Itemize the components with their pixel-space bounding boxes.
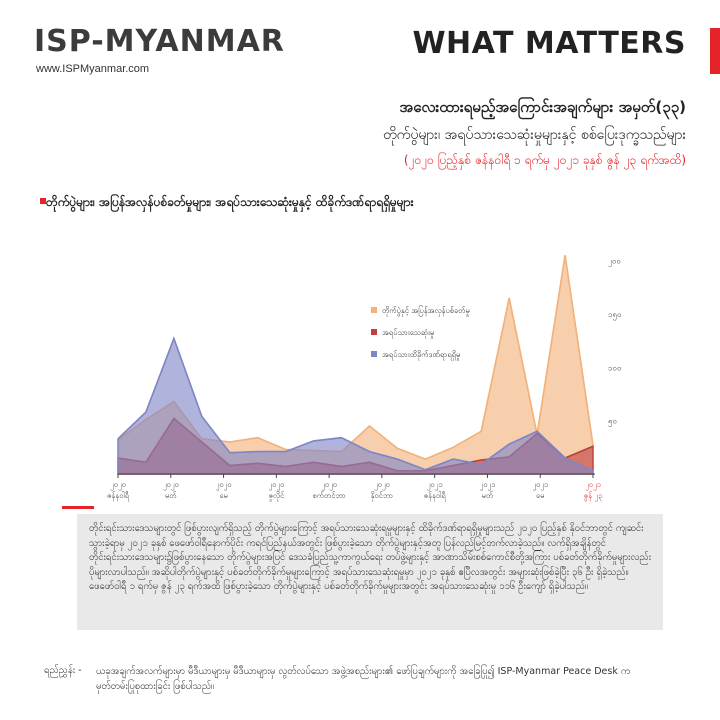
chart-legend: တိုက်ပွဲနှင့် အပြန်အလှန်ပစ်ခတ်မှုအရပ်သား… [371,306,470,360]
x-tick-year: ၂၀၂၀ [374,480,390,490]
x-tick-month: ဇန်နဝါရီ [424,491,447,501]
x-tick-month: နိုဝင်ဘာ [370,491,394,501]
x-tick-year: ၂၀၂၀ [268,480,284,490]
source-text: ယခုအချက်အလက်များမှာ မီဒီယာများမှ မီဒီယာမ… [96,666,631,692]
x-tick-year: ၂၀၂၀ [321,480,337,490]
header-accent-bar [710,28,720,74]
series-line-2 [117,336,594,472]
brand-logo: ISP-MYANMAR [34,24,285,59]
y-tick-label: ၂၀၀ [608,257,621,268]
legend-label: အရပ်သားထိခိုက်ဒဏ်ရာရရှိမှု [382,350,460,360]
x-tick-year: ၂၀၂၁ [532,480,548,490]
y-tick-label: ၅၀ [608,417,617,428]
tagline: WHAT MATTERS [412,26,686,61]
legend-swatch [371,329,377,335]
x-tick-labels: ၂၀၂၀ဇန်နဝါရီ၂၀၂၀မတ်၂၀၂၀မေ၂၀၂၀ဇူလိုင်၂၀၂၀… [107,474,602,501]
chart-areas [117,255,594,475]
source-label: ရည်ညွှန်း - [44,665,82,676]
y-tick-label: ၁၅၀ [608,310,622,321]
title-line-2: တိုက်ပွဲများ၊ အရပ်သားသေဆုံးမှုများနှင့် … [383,127,686,143]
legend-swatch [371,307,377,313]
y-tick-labels: ၅၀ ၁၀၀ ၁၅၀ ၂၀၀ [608,257,622,428]
section-marker [40,198,46,204]
title-line-1: အလေးထားရမည့်အကြောင်းအချက်များ အမှတ်(၃၃) [399,98,686,116]
x-tick-year: ၂၀၂၁ [427,480,443,490]
x-tick-year: ၂၀၂၁ [585,480,601,490]
x-tick-year: ၂၀၂၁ [480,480,496,490]
legend-label: အရပ်သားသေဆုံးမှု [382,328,434,338]
brand-url[interactable]: www.ISPMyanmar.com [36,63,150,75]
note-accent [62,506,94,509]
x-tick-month: မတ် [165,491,177,500]
note-box: တိုင်းရင်းသားဒေသများတွင် ဖြစ်ပွားလျက်ရှိ… [77,514,663,630]
x-tick-month: ဇွန် ၂၃ [584,491,603,501]
legend-swatch [371,351,377,357]
y-tick-label: ၁၀၀ [608,363,622,372]
x-tick-month: မေ [536,491,544,500]
legend-label: တိုက်ပွဲနှင့် အပြန်အလှန်ပစ်ခတ်မှု [382,306,470,316]
x-tick-month: မေ [219,491,227,500]
title-block: အလေးထားရမည့်အကြောင်းအချက်များ အမှတ်(၃၃) … [46,98,686,170]
x-tick-month: ဇန်နဝါရီ [107,491,130,501]
x-tick-month: မတ် [482,491,494,500]
x-tick-year: ၂၀၂၀ [216,480,232,490]
section-title: တိုက်ပွဲများ၊ အပြန်အလှန်ပစ်ခတ်မှုများ၊ အ… [46,195,414,209]
x-tick-year: ၂၀၂၀ [163,480,179,490]
title-date-range: (၂၀၂၀ ပြည့်နှစ် ဇန်နဝါရီ ၁ ရက်မှ ၂၀၂၁ ခု… [403,153,686,167]
x-tick-month: စက်တင်ဘာ [312,491,345,500]
x-tick-year: ၂၀၂၀ [110,480,126,490]
x-tick-month: ဇူလိုင် [269,491,285,501]
